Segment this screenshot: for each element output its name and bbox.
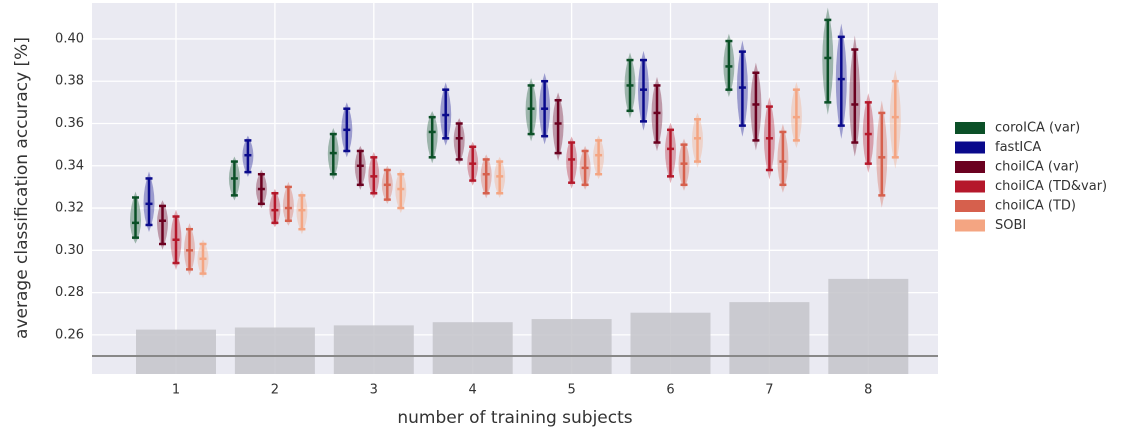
legend-text: choiICA (TD) <box>995 199 1076 214</box>
y-tick-label: 0.32 <box>55 201 84 216</box>
x-tick-label: 7 <box>765 383 773 398</box>
y-axis-label: average classification accuracy [%] <box>12 37 32 339</box>
x-axis-label: number of training subjects <box>397 408 632 428</box>
legend-text: SOBI <box>995 218 1026 233</box>
y-tick-label: 0.28 <box>55 285 84 300</box>
legend-text: choiICA (var) <box>995 160 1079 175</box>
y-tick-label: 0.36 <box>55 116 84 131</box>
x-tick-label: 6 <box>666 383 674 398</box>
bar <box>828 278 909 374</box>
y-tick-label: 0.26 <box>55 327 84 342</box>
legend-text: coroICA (var) <box>995 121 1080 136</box>
x-tick-label: 2 <box>271 383 279 398</box>
bar <box>531 319 612 374</box>
legend-swatch <box>955 161 985 173</box>
bar <box>234 327 315 374</box>
legend-text: fastICA <box>995 140 1041 155</box>
legend-swatch <box>955 200 985 212</box>
legend-swatch <box>955 122 985 134</box>
bar <box>630 312 711 374</box>
plot-background <box>92 3 938 374</box>
bar <box>136 329 216 374</box>
y-tick-label: 0.30 <box>55 243 84 258</box>
x-tick-label: 8 <box>864 383 872 398</box>
x-tick-label: 4 <box>469 383 477 398</box>
legend-swatch <box>955 180 985 193</box>
x-tick-label: 5 <box>567 383 575 398</box>
y-tick-label: 0.38 <box>55 74 84 89</box>
y-tick-label: 0.40 <box>55 31 84 46</box>
legend-swatch <box>955 141 985 154</box>
bar <box>729 302 810 374</box>
x-tick-label: 1 <box>172 383 180 398</box>
bar <box>333 325 414 374</box>
bar <box>432 322 513 374</box>
legend-swatch <box>955 219 985 232</box>
y-tick-label: 0.34 <box>55 158 84 173</box>
x-tick-label: 3 <box>370 383 378 398</box>
legend-text: choiICA (TD&var) <box>995 179 1107 194</box>
